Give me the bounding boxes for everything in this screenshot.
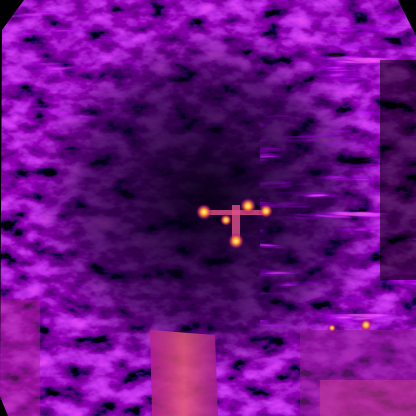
hot-spot <box>328 324 336 332</box>
sky-gap <box>380 60 416 280</box>
branches-left <box>0 0 140 120</box>
hot-spot <box>220 214 232 226</box>
hot-spot <box>360 319 372 331</box>
structure-lower <box>320 380 416 416</box>
drone-body <box>232 205 240 243</box>
hot-spot <box>259 204 273 218</box>
drone <box>196 198 273 249</box>
trunk <box>150 330 218 416</box>
ground-left <box>0 300 40 416</box>
hot-spot <box>240 198 256 214</box>
hot-spot <box>196 204 212 220</box>
ground-lights <box>328 319 372 332</box>
hot-spot <box>228 233 244 249</box>
